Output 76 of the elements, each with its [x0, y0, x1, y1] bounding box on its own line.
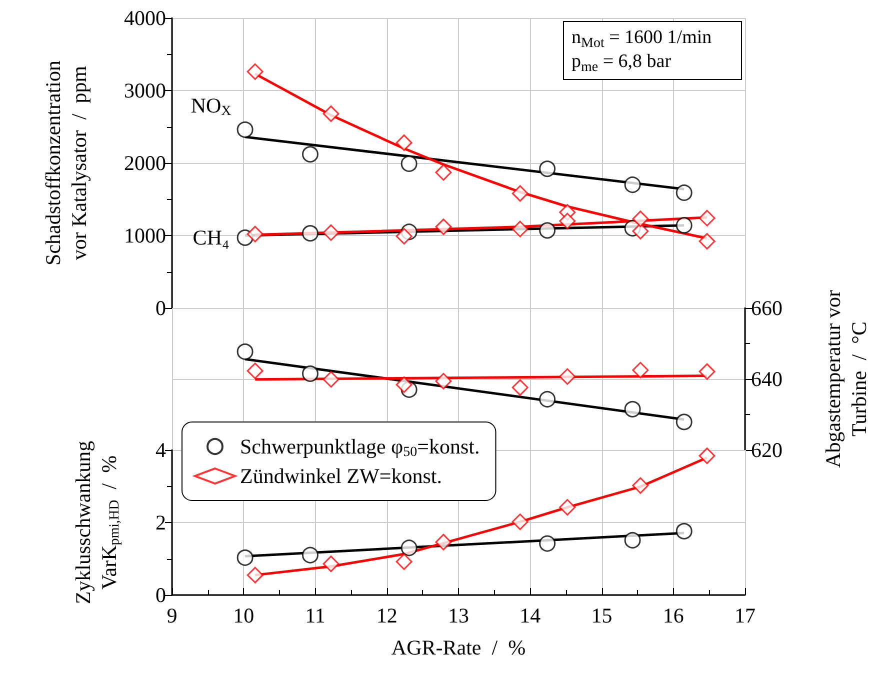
y-tick-label: 4000: [124, 6, 166, 30]
point: [539, 160, 556, 178]
point: [559, 212, 576, 230]
point: [676, 522, 692, 540]
point: [698, 210, 716, 226]
point: [400, 540, 418, 556]
y-axis-title: Schadstoffkonzentration vor Katalysator / ppm: [41, 60, 91, 266]
x-tick-label: 11: [305, 604, 326, 628]
x-axis-title: AGR-Rate / %: [391, 636, 526, 660]
point: [246, 362, 264, 380]
point: [435, 218, 452, 236]
y-tick-label: 2: [156, 510, 166, 534]
point: [246, 63, 264, 80]
y-tick-label: 0: [156, 583, 166, 607]
point: [396, 553, 412, 570]
point: [236, 343, 254, 360]
point: [246, 226, 264, 242]
point: [624, 400, 641, 418]
y-tick-label: 3000: [124, 78, 166, 102]
point: [396, 376, 412, 393]
point: [302, 225, 318, 242]
point: [322, 556, 340, 572]
point: [698, 363, 716, 380]
point: [236, 549, 254, 566]
point: [624, 532, 641, 549]
point: [698, 233, 716, 250]
x-tick-label: 16: [662, 604, 684, 628]
x-tick-label: 12: [376, 604, 398, 628]
x-tick-label: 10: [233, 604, 254, 628]
point: [396, 228, 412, 244]
point: [435, 164, 452, 181]
point: [632, 210, 649, 228]
y-tick-label: 1000: [124, 224, 166, 248]
x-tick-label: 14: [520, 604, 542, 628]
point: [435, 534, 452, 550]
y-tick-label: 4: [156, 438, 166, 462]
point: [396, 134, 412, 151]
point: [246, 566, 264, 584]
x-tick-label: 15: [591, 604, 612, 628]
point: [400, 155, 418, 172]
point: [322, 371, 340, 388]
point: [539, 222, 556, 239]
point: [559, 368, 576, 385]
point: [302, 146, 318, 163]
point: [512, 185, 528, 202]
point: [676, 184, 692, 201]
point: [632, 362, 649, 378]
point: [512, 514, 528, 530]
point: [302, 546, 318, 564]
point: [676, 414, 692, 430]
point: [632, 477, 649, 494]
point: [624, 176, 641, 193]
x-tick-label: 9: [166, 604, 178, 628]
point: [539, 390, 556, 408]
point: [676, 217, 692, 234]
point: [322, 105, 340, 122]
point: [539, 535, 556, 552]
point: [322, 224, 340, 241]
y2-axis-title: Abgastemperatur vor Turbine / °C: [821, 290, 871, 468]
annotation: CH₄: [192, 226, 230, 250]
point: [632, 222, 649, 240]
x-tick-label: 13: [448, 604, 469, 628]
point: [698, 448, 716, 464]
point: [302, 365, 318, 382]
y-tick-label: 0: [156, 296, 166, 320]
x-tick-label: 17: [734, 604, 756, 628]
y2-tick-label: 620: [751, 438, 782, 462]
point: [512, 379, 528, 396]
point: [512, 220, 528, 238]
y-tick-label: 2000: [124, 151, 166, 175]
point: [559, 499, 576, 516]
y2-tick-label: 640: [751, 367, 782, 391]
point: [236, 121, 254, 138]
legend-label: Zündwinkel ZW=konst.: [240, 464, 442, 488]
y2-tick-label: 660: [751, 296, 782, 320]
point: [435, 372, 452, 390]
